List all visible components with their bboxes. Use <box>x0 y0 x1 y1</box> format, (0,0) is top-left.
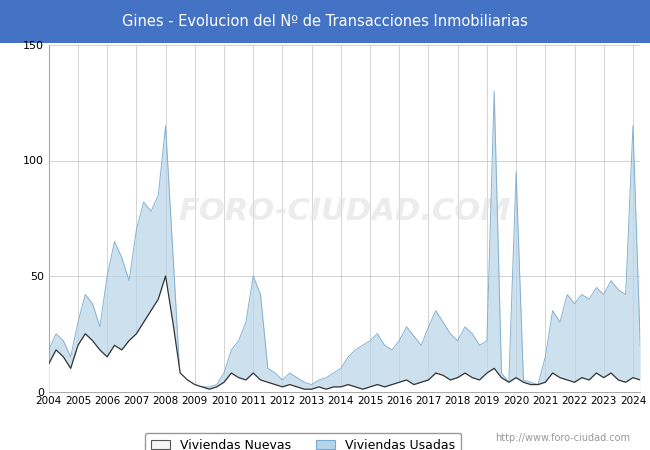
Text: FORO-CIUDAD.COM: FORO-CIUDAD.COM <box>178 197 511 226</box>
Text: Gines - Evolucion del Nº de Transacciones Inmobiliarias: Gines - Evolucion del Nº de Transaccione… <box>122 14 528 29</box>
Legend: Viviendas Nuevas, Viviendas Usadas: Viviendas Nuevas, Viviendas Usadas <box>145 432 462 450</box>
Text: http://www.foro-ciudad.com: http://www.foro-ciudad.com <box>495 433 630 443</box>
